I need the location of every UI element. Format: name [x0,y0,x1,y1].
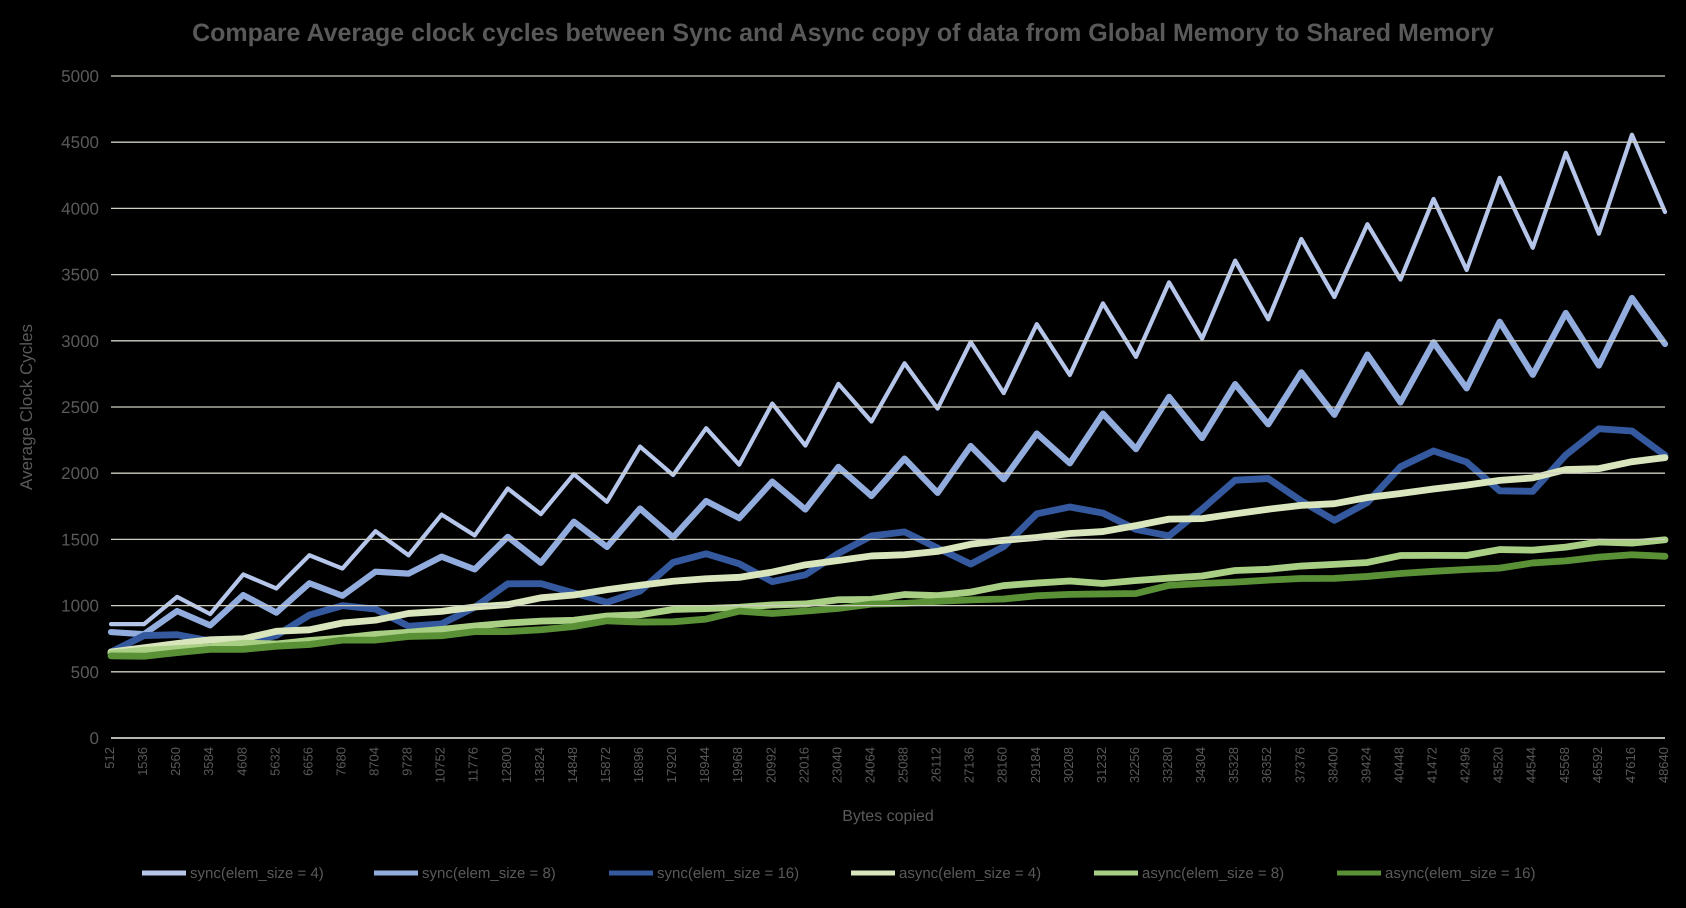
svg-text:4000: 4000 [61,199,99,218]
svg-text:30208: 30208 [1061,747,1076,783]
svg-text:24064: 24064 [862,747,877,783]
svg-text:1500: 1500 [61,530,99,549]
svg-text:38400: 38400 [1325,747,1340,783]
svg-text:40448: 40448 [1391,747,1406,783]
svg-text:14848: 14848 [565,747,580,783]
svg-text:43520: 43520 [1491,747,1506,783]
svg-text:18944: 18944 [697,747,712,783]
svg-text:47616: 47616 [1623,747,1638,783]
svg-text:0: 0 [90,729,99,748]
svg-text:500: 500 [71,663,99,682]
svg-text:5632: 5632 [267,747,282,776]
svg-text:36352: 36352 [1259,747,1274,783]
svg-text:13824: 13824 [532,747,547,783]
svg-text:27136: 27136 [962,747,977,783]
svg-text:8704: 8704 [367,747,382,776]
svg-text:28160: 28160 [995,747,1010,783]
svg-text:19968: 19968 [730,747,745,783]
svg-text:sync(elem_size = 4): sync(elem_size = 4) [190,865,324,882]
svg-text:sync(elem_size = 8): sync(elem_size = 8) [422,865,556,882]
svg-text:44544: 44544 [1524,747,1539,783]
svg-text:35328: 35328 [1226,747,1241,783]
svg-text:17920: 17920 [664,747,679,783]
svg-text:12800: 12800 [499,747,514,783]
svg-text:3000: 3000 [61,332,99,351]
svg-text:32256: 32256 [1127,747,1142,783]
svg-text:46592: 46592 [1590,747,1605,783]
svg-text:3584: 3584 [201,747,216,776]
svg-text:4608: 4608 [234,747,249,776]
svg-text:11776: 11776 [466,747,481,782]
svg-text:10752: 10752 [433,747,448,783]
svg-text:29184: 29184 [1028,747,1043,783]
svg-text:4500: 4500 [61,133,99,152]
svg-text:15872: 15872 [598,747,613,783]
svg-text:5000: 5000 [61,67,99,86]
svg-text:20992: 20992 [763,747,778,783]
svg-text:48640: 48640 [1656,747,1671,783]
svg-text:45568: 45568 [1557,747,1572,783]
svg-text:3500: 3500 [61,266,99,285]
svg-text:42496: 42496 [1458,747,1473,783]
svg-text:Average Clock Cycles: Average Clock Cycles [17,324,36,490]
svg-text:sync(elem_size = 16): sync(elem_size = 16) [657,865,799,882]
svg-text:2500: 2500 [61,398,99,417]
svg-text:1000: 1000 [61,597,99,616]
svg-text:2000: 2000 [61,464,99,483]
svg-text:async(elem_size = 4): async(elem_size = 4) [899,865,1041,882]
svg-text:34304: 34304 [1193,747,1208,783]
svg-text:async(elem_size = 8): async(elem_size = 8) [1142,865,1284,882]
svg-text:25088: 25088 [896,747,911,783]
svg-text:33280: 33280 [1160,747,1175,783]
svg-text:23040: 23040 [829,747,844,783]
svg-text:7680: 7680 [333,747,348,776]
svg-text:22016: 22016 [796,747,811,783]
svg-text:37376: 37376 [1292,747,1307,783]
svg-text:512: 512 [102,747,117,769]
svg-text:6656: 6656 [300,747,315,776]
svg-text:26112: 26112 [929,747,944,782]
svg-text:2560: 2560 [168,747,183,776]
svg-text:Bytes copied: Bytes copied [842,808,934,825]
svg-text:31232: 31232 [1094,747,1109,783]
svg-text:9728: 9728 [400,747,415,776]
svg-text:async(elem_size = 16): async(elem_size = 16) [1385,865,1535,882]
svg-text:39424: 39424 [1358,747,1373,783]
svg-text:1536: 1536 [135,747,150,776]
svg-text:41472: 41472 [1425,747,1440,783]
svg-text:16896: 16896 [631,747,646,783]
